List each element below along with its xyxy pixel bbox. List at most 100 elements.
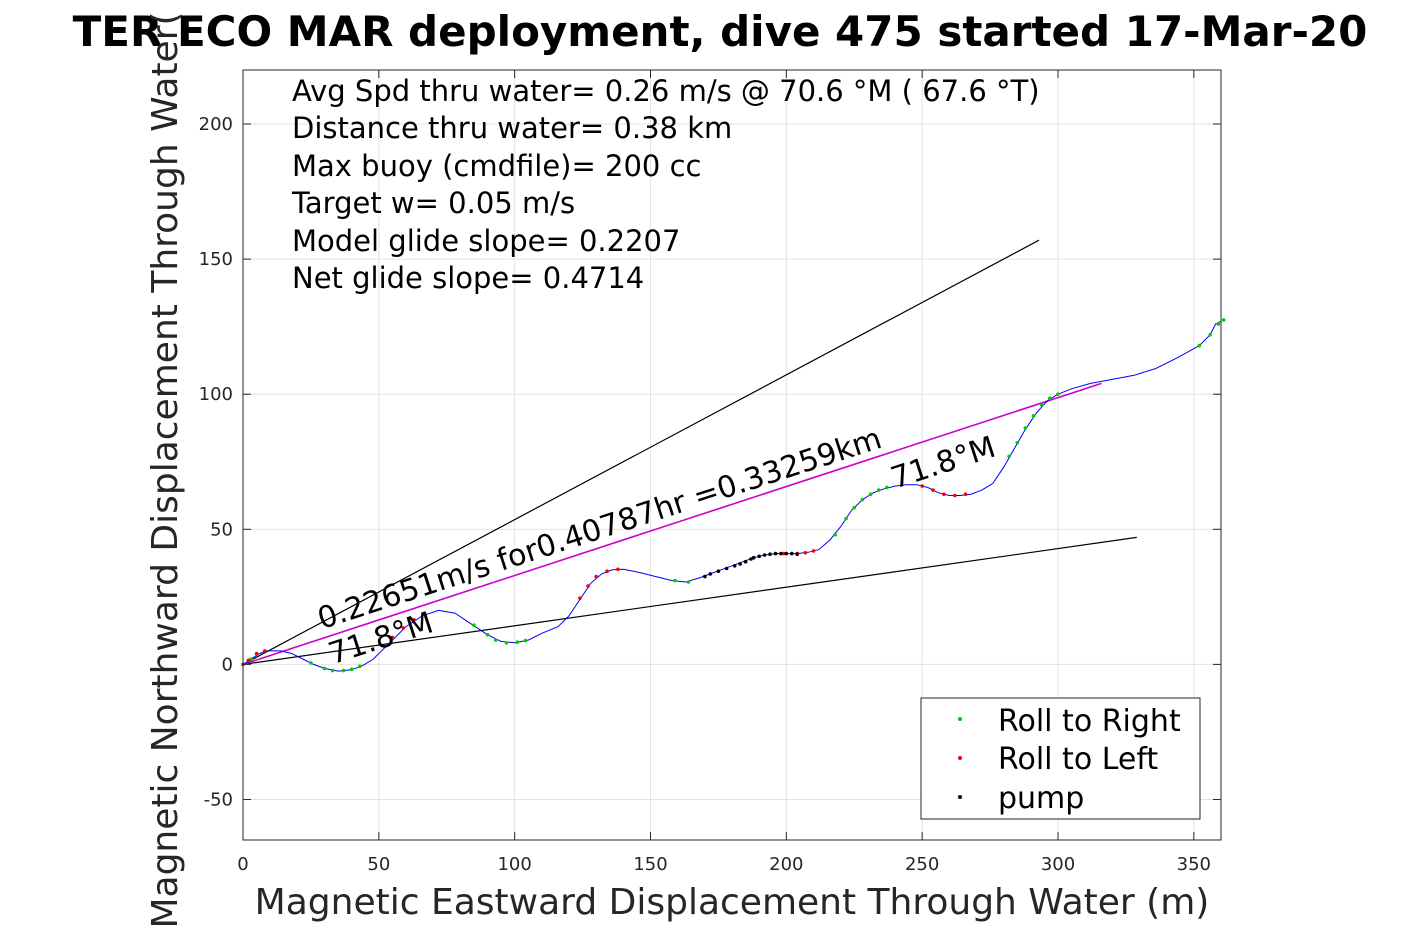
chart-title: TER ECO MAR deployment, dive 475 started…: [73, 7, 1368, 56]
roll-to-left-point: [963, 492, 968, 497]
info-panel: Avg Spd thru water= 0.26 m/s @ 70.6 °M (…: [291, 74, 1040, 295]
info-line-net-glide: Net glide slope= 0.4714: [292, 261, 644, 295]
pump-point: [751, 555, 756, 560]
roll-to-right-point: [860, 497, 865, 502]
pump-point: [790, 551, 794, 556]
y-tick-label: 150: [199, 249, 233, 270]
roll-to-right-point: [1221, 318, 1226, 322]
pump-point: [773, 551, 778, 556]
roll-to-left-point: [390, 635, 395, 640]
x-tick-label: 350: [1177, 854, 1211, 875]
x-tick-label: 0: [237, 854, 248, 875]
y-tick-label: -50: [204, 789, 233, 810]
pump-point: [779, 551, 783, 556]
roll-to-left-point: [262, 649, 267, 653]
legend-marker-roll-left: [958, 756, 962, 760]
roll-to-right-point: [1208, 333, 1212, 337]
pump-point: [732, 564, 737, 568]
y-axis-label: Magnetic Northward Displacement Through …: [145, 11, 186, 928]
tick-marks: 0 50 100 150 200 250 300 350 -50 0 50 100 150 200: [199, 70, 1221, 875]
legend: Roll to Right Roll to Left pump: [920, 697, 1201, 820]
roll-to-right-point: [493, 638, 498, 642]
info-line-distance: Distance thru water= 0.38 km: [292, 111, 732, 145]
roll-to-right-point: [868, 492, 873, 497]
roll-to-right-point: [472, 623, 476, 627]
roll-to-right-point: [330, 668, 335, 673]
roll-to-left-point: [953, 493, 957, 498]
roll-to-left-point: [254, 651, 259, 656]
legend-label-roll-right: Roll to Right: [998, 704, 1181, 739]
y-tick-label: 50: [210, 519, 233, 540]
roll-to-left-point: [594, 574, 598, 579]
x-tick-label: 100: [497, 854, 531, 875]
y-tick-label: 100: [199, 384, 233, 405]
roll-to-right-point: [249, 657, 253, 661]
roll-to-right-point: [686, 580, 691, 584]
roll-to-right-point: [322, 666, 327, 671]
roll-to-right-point: [485, 632, 490, 637]
roll-to-right-point: [341, 668, 346, 673]
x-tick-label: 250: [905, 854, 939, 875]
pump-point: [743, 559, 748, 564]
data-marks: [241, 239, 1226, 673]
roll-to-left-point: [931, 488, 935, 492]
legend-box: [920, 697, 1201, 820]
grid-lines: [242, 70, 1221, 840]
legend-marker-roll-right: [958, 717, 962, 721]
roll-to-right-point: [1039, 403, 1044, 407]
info-line-max-buoy: Max buoy (cmdfile)= 200 cc: [292, 149, 701, 183]
pump-point: [757, 554, 761, 559]
roll-to-left-point: [811, 549, 816, 553]
trend-line: [242, 382, 1102, 666]
roll-to-right-point: [309, 661, 313, 665]
upper-bound-line: [242, 239, 1040, 665]
roll-to-right-point: [1216, 322, 1221, 326]
roll-to-right-point: [1023, 426, 1028, 430]
pump-point: [716, 569, 721, 573]
roll-to-right-point: [833, 532, 837, 537]
roll-to-right-point: [1048, 396, 1052, 401]
roll-to-left-point: [246, 658, 251, 663]
roll-to-right-point: [349, 667, 354, 671]
x-tick-label: 150: [633, 854, 667, 875]
roll-to-left-point: [616, 567, 620, 572]
roll-to-right-point: [1007, 454, 1011, 459]
roll-to-left-point: [942, 492, 946, 497]
legend-label-pump: pump: [998, 781, 1084, 816]
roll-to-left-point: [803, 551, 808, 555]
info-line-speed: Avg Spd thru water= 0.26 m/s @ 70.6 °M (…: [292, 74, 1040, 108]
roll-to-right-point: [1197, 343, 1202, 348]
pump-point: [795, 552, 799, 556]
pump-point: [768, 552, 772, 556]
y-tick-label: 200: [199, 114, 233, 135]
roll-to-left-point: [423, 612, 427, 617]
legend-label-roll-left: Roll to Left: [998, 742, 1158, 777]
roll-to-right-point: [673, 578, 677, 583]
pump-point: [724, 566, 729, 571]
roll-to-right-point: [1031, 414, 1036, 418]
roll-to-right-point: [358, 664, 362, 669]
roll-to-right-point: [844, 516, 848, 521]
x-tick-label: 300: [1041, 854, 1075, 875]
x-axis-label: Magnetic Eastward Displacement Through W…: [255, 882, 1210, 923]
roll-to-left-point: [412, 618, 416, 622]
pump-point: [749, 557, 753, 561]
roll-to-right-point: [1015, 441, 1020, 445]
x-tick-label: 50: [367, 854, 390, 875]
roll-to-left-point: [586, 584, 590, 588]
roll-to-right-point: [852, 505, 857, 510]
roll-to-left-point: [605, 569, 609, 573]
info-line-model-glide: Model glide slope= 0.2207: [292, 224, 680, 258]
x-tick-label: 200: [769, 854, 803, 875]
info-line-target-w: Target w= 0.05 m/s: [291, 186, 575, 220]
lower-bound-line: [242, 536, 1137, 665]
legend-marker-pump: [958, 795, 962, 799]
plot-frame: [242, 69, 1222, 841]
roll-to-right-point: [523, 638, 528, 643]
pump-point: [708, 572, 713, 576]
roll-to-right-point: [515, 640, 520, 644]
pump-point: [738, 562, 742, 566]
pump-point: [784, 551, 789, 556]
roll-to-right-point: [876, 488, 881, 492]
